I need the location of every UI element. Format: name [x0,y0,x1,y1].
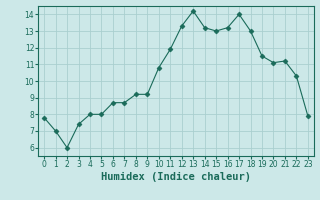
X-axis label: Humidex (Indice chaleur): Humidex (Indice chaleur) [101,172,251,182]
